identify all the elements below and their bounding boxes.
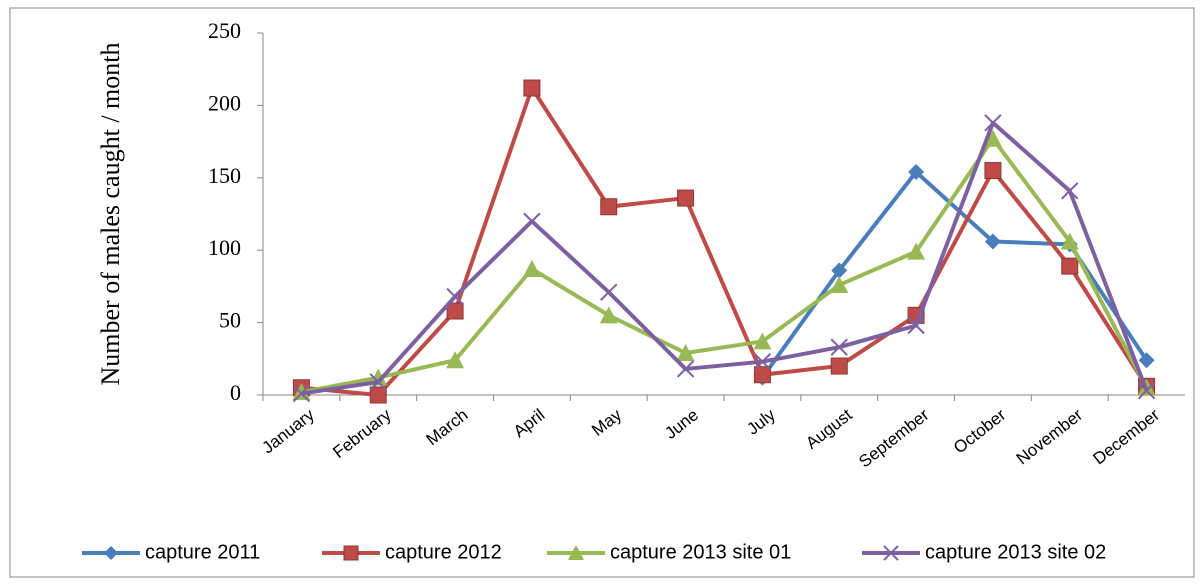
data-point	[984, 233, 1001, 250]
data-point	[831, 262, 848, 279]
data-point	[599, 306, 618, 324]
legend-marker	[568, 545, 584, 560]
data-point	[369, 386, 387, 404]
data-point	[984, 162, 1002, 180]
legend-marker	[343, 545, 359, 561]
data-point	[753, 366, 771, 384]
data-point	[907, 316, 925, 335]
chart-border	[9, 7, 1195, 578]
y-tick-label: 150	[208, 163, 241, 188]
data-point	[676, 344, 695, 362]
data-point	[907, 242, 926, 260]
data-point	[446, 287, 464, 306]
y-tick-label: 250	[208, 18, 241, 43]
series-line	[301, 86, 1149, 397]
data-point	[830, 275, 849, 293]
legend-marker	[883, 545, 899, 561]
data-point	[1061, 182, 1079, 200]
data-point	[369, 373, 387, 391]
series-line	[301, 136, 1149, 395]
data-point	[1060, 232, 1079, 250]
y-tick-label: 100	[208, 235, 241, 260]
data-point	[446, 302, 464, 320]
data-point	[984, 114, 1002, 132]
y-tick-label: 200	[208, 90, 241, 115]
data-point	[753, 332, 772, 350]
data-point	[523, 212, 541, 230]
data-point	[600, 283, 618, 301]
data-point	[983, 129, 1002, 147]
data-point	[908, 164, 925, 181]
data-point	[753, 352, 772, 371]
data-point	[676, 360, 695, 378]
data-point	[523, 79, 541, 97]
legend-label: capture 2011	[145, 541, 260, 563]
y-axis-label: Number of males caught / month	[96, 43, 125, 386]
data-point	[1138, 352, 1155, 369]
legend-label: capture 2013 site 02	[925, 541, 1106, 563]
data-point	[600, 198, 618, 216]
data-point	[522, 260, 541, 278]
data-point	[292, 384, 311, 403]
data-point	[677, 189, 695, 207]
data-point	[830, 357, 848, 375]
legend-label: capture 2013 site 01	[610, 541, 791, 563]
legend-label: capture 2012	[385, 541, 502, 563]
y-tick-label: 50	[219, 308, 241, 333]
y-tick-label: 0	[230, 380, 241, 405]
data-point	[1061, 257, 1079, 275]
legend-marker	[104, 546, 118, 560]
data-point	[830, 338, 848, 356]
data-point	[1137, 381, 1156, 400]
series-line	[301, 120, 1149, 396]
data-point	[446, 351, 465, 369]
